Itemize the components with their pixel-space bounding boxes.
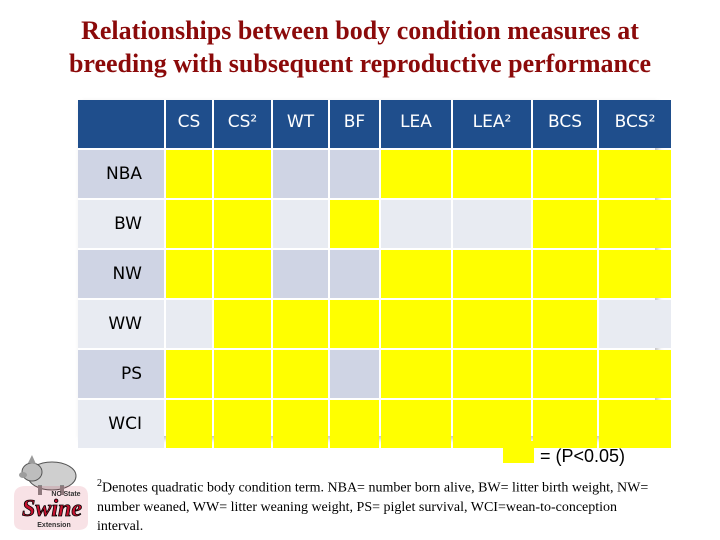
table-cell [166, 300, 212, 348]
significant-cell [381, 400, 451, 448]
column-header: BCS [533, 100, 597, 148]
footnote-text: Denotes quadratic body condition term. N… [97, 480, 649, 534]
significant-cell [330, 300, 379, 348]
significant-cell [533, 300, 597, 348]
column-header: LEA [381, 100, 451, 148]
table-grid: CS CS² WT BF LEA LEA² BCS BCS² NBA BW NW WW… [78, 100, 671, 448]
significance-table: CS CS² WT BF LEA LEA² BCS BCS² NBA BW NW WW… [78, 100, 671, 448]
table-cell [381, 200, 451, 248]
significant-cell [599, 350, 671, 398]
significant-cell [330, 400, 379, 448]
logo-line-3: Extension [37, 522, 70, 529]
significant-cell [166, 150, 212, 198]
row-label: NBA [78, 150, 164, 198]
column-header: LEA² [453, 100, 531, 148]
significant-cell [533, 250, 597, 298]
table-cell [273, 250, 328, 298]
column-header: WT [273, 100, 328, 148]
significant-cell [453, 250, 531, 298]
significant-cell [214, 300, 271, 348]
significant-cell [599, 250, 671, 298]
significant-cell [214, 250, 271, 298]
logo-line-1: NC State [51, 491, 80, 498]
column-header: CS [166, 100, 212, 148]
significant-cell [166, 250, 212, 298]
significant-cell [381, 350, 451, 398]
significant-cell [599, 200, 671, 248]
significant-cell [533, 400, 597, 448]
significant-cell [599, 150, 671, 198]
footnote: 2Denotes quadratic body condition term. … [97, 474, 657, 536]
significant-cell [599, 400, 671, 448]
table-corner-cell [78, 100, 164, 148]
significant-cell [533, 200, 597, 248]
table-cell [273, 200, 328, 248]
legend-swatch [503, 441, 534, 463]
row-label: WCI [78, 400, 164, 448]
title-line-1: Relationships between body condition mea… [81, 16, 639, 45]
significant-cell [330, 200, 379, 248]
significant-cell [273, 350, 328, 398]
significant-cell [453, 300, 531, 348]
significant-cell [453, 350, 531, 398]
row-label: PS [78, 350, 164, 398]
significant-cell [381, 300, 451, 348]
table-cell [273, 150, 328, 198]
significant-cell [166, 400, 212, 448]
table-cell [453, 200, 531, 248]
significant-cell [166, 200, 212, 248]
column-header: BCS² [599, 100, 671, 148]
table-cell [599, 300, 671, 348]
row-label: WW [78, 300, 164, 348]
significant-cell [214, 200, 271, 248]
significant-cell [533, 150, 597, 198]
nc-state-swine-logo: NC State Swine Extension [8, 452, 92, 532]
column-header: BF [330, 100, 379, 148]
footnote-superscript: 2 [97, 478, 102, 489]
significant-cell [381, 150, 451, 198]
significant-cell [214, 400, 271, 448]
table-cell [330, 350, 379, 398]
significant-cell [381, 250, 451, 298]
column-header: CS² [214, 100, 271, 148]
significant-cell [214, 350, 271, 398]
significant-cell [453, 150, 531, 198]
significant-cell [214, 150, 271, 198]
significant-cell [533, 350, 597, 398]
significant-cell [453, 400, 531, 448]
significant-cell [273, 300, 328, 348]
significant-cell [273, 400, 328, 448]
table-cell [330, 150, 379, 198]
logo-line-2: Swine [22, 496, 82, 522]
table-cell [330, 250, 379, 298]
legend-text: = (P<0.05) [540, 446, 626, 466]
title-line-2: breeding with subsequent reproductive pe… [68, 49, 652, 78]
row-label: BW [78, 200, 164, 248]
slide-title: Relationships between body condition mea… [0, 14, 720, 80]
row-label: NW [78, 250, 164, 298]
significant-cell [166, 350, 212, 398]
